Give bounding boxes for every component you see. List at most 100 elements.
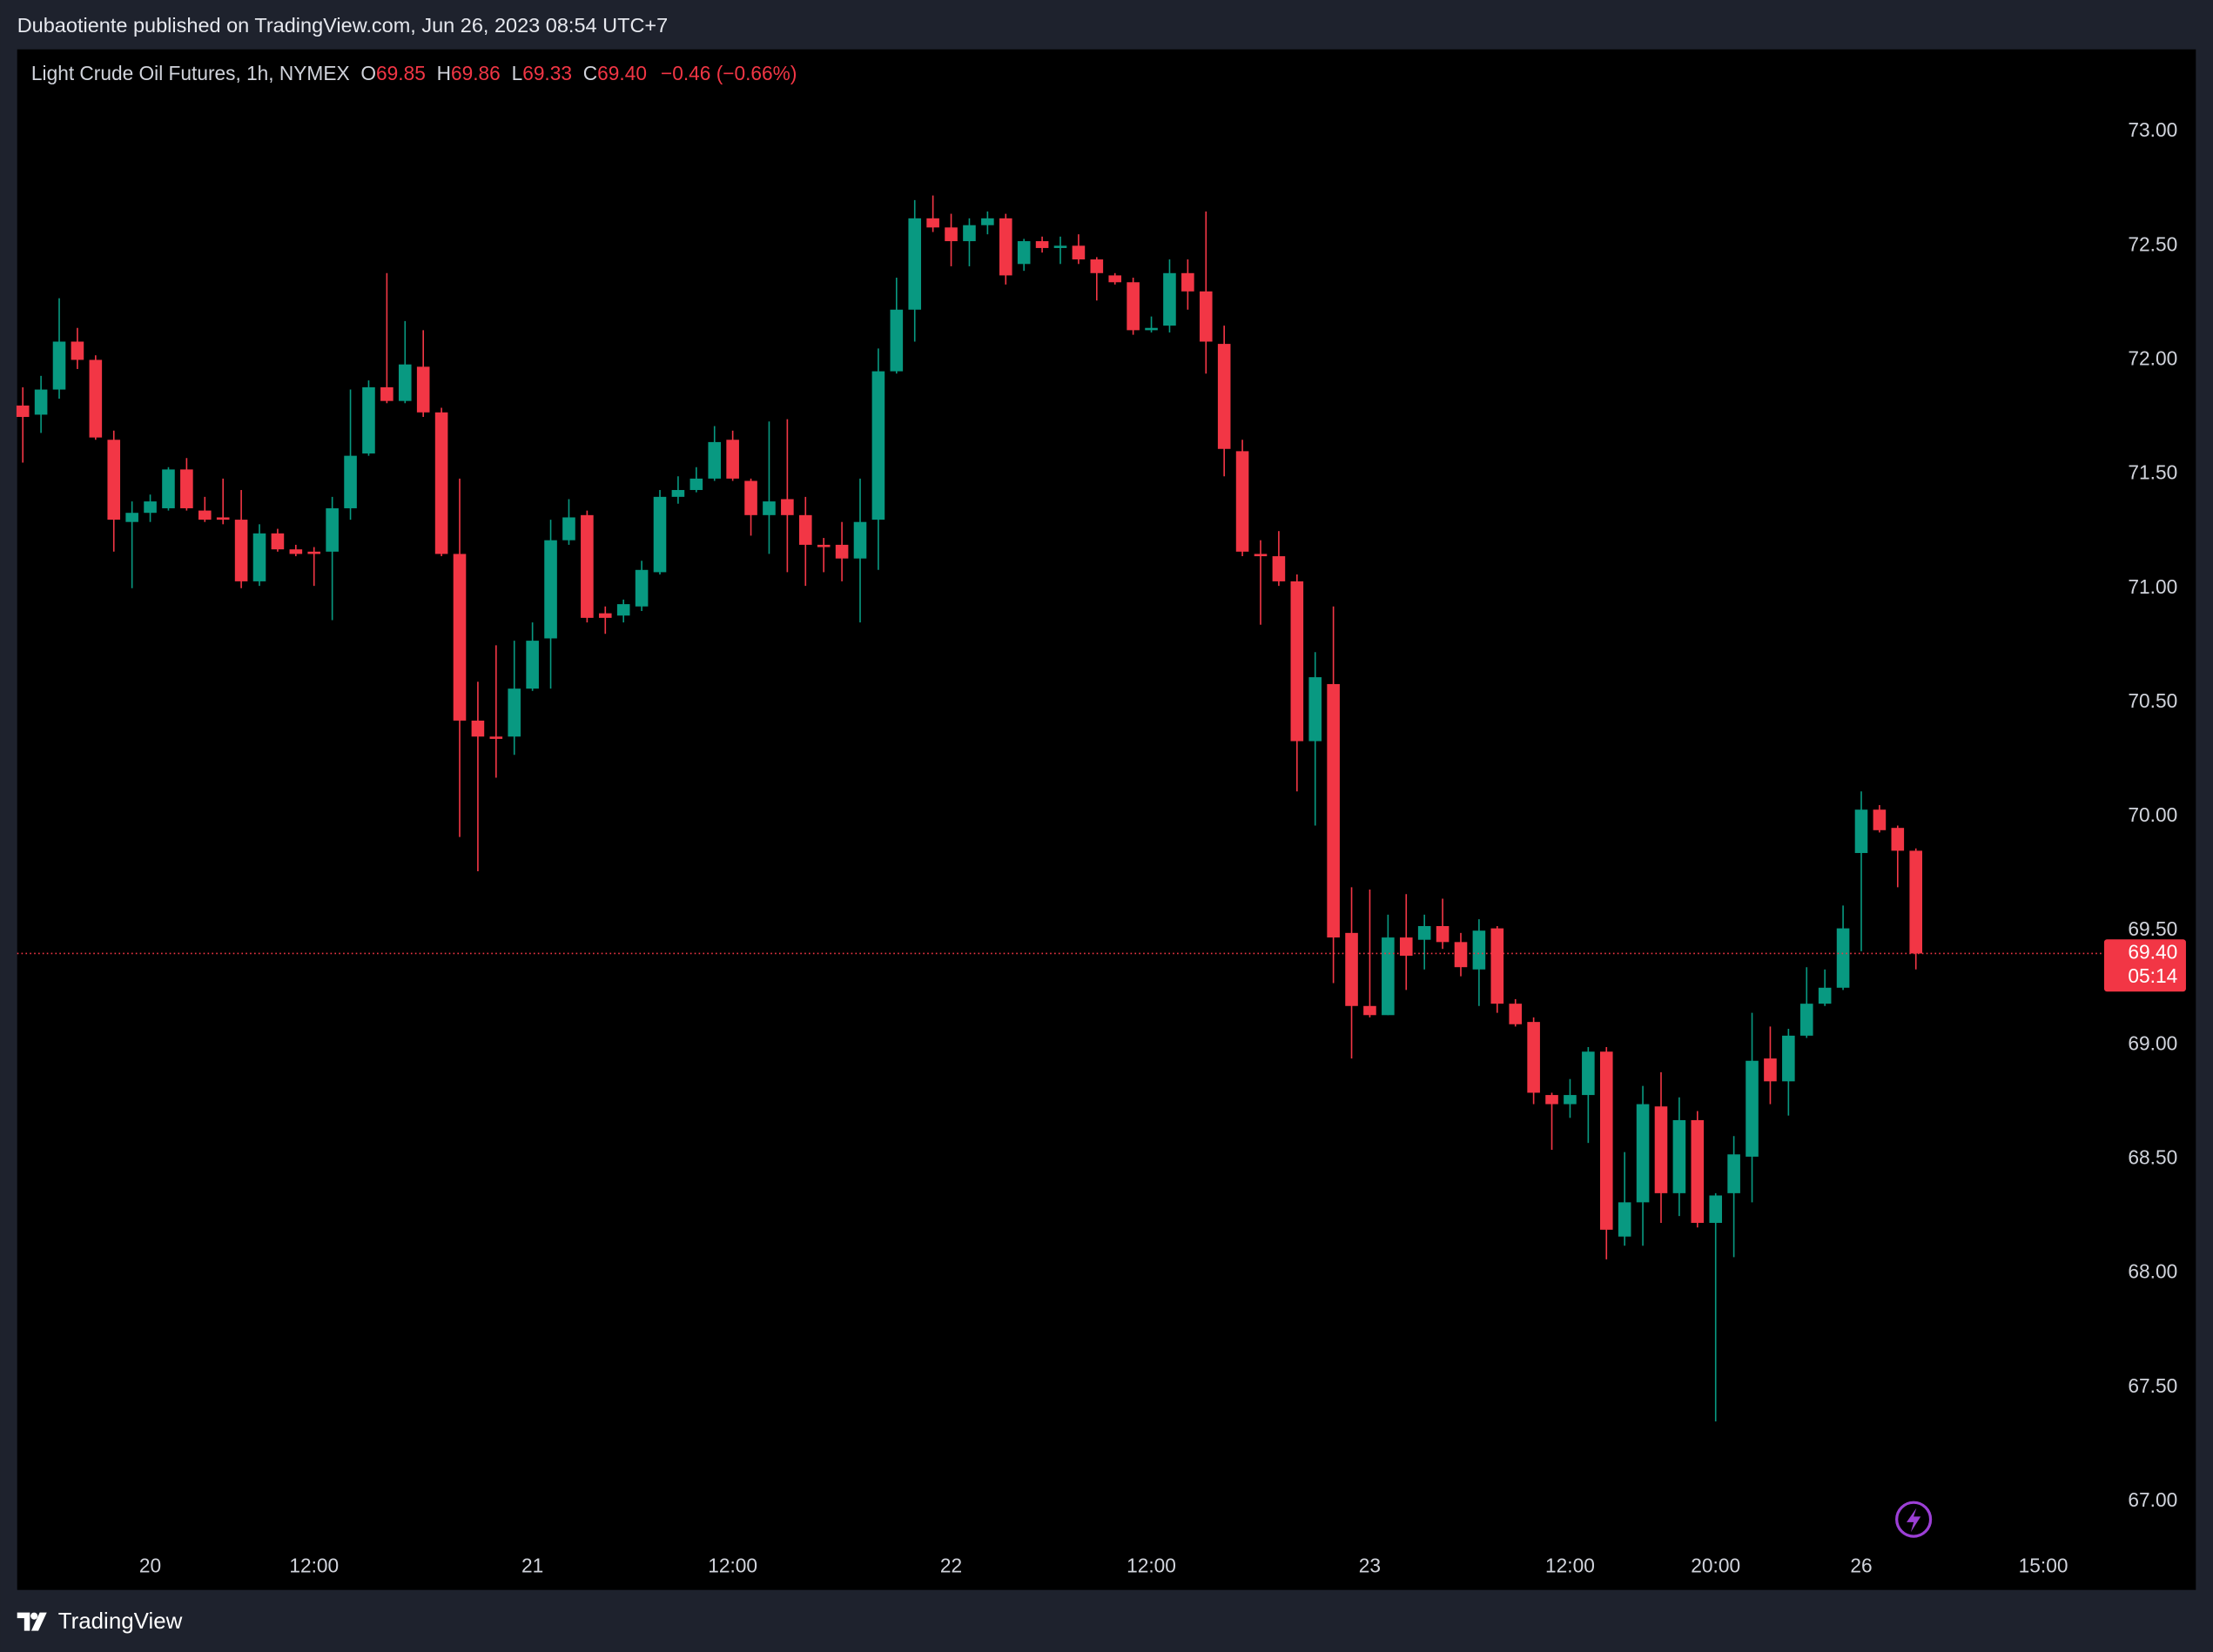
candle-body <box>945 227 958 242</box>
candle-body <box>1163 272 1176 326</box>
candle-body <box>1654 1106 1668 1193</box>
candle-body <box>671 489 685 497</box>
candle-body <box>1199 291 1213 342</box>
candle-body <box>1836 928 1850 988</box>
y-tick-label: 72.00 <box>2128 346 2177 369</box>
candle-body <box>1582 1051 1595 1096</box>
candle-body <box>1854 809 1868 854</box>
candle-body <box>526 641 539 689</box>
brand-logo[interactable]: TradingView <box>17 1609 183 1634</box>
candle-body <box>216 517 230 520</box>
x-tick-label: 21 <box>521 1555 543 1577</box>
candle-body <box>198 510 212 520</box>
candle-body <box>107 440 121 520</box>
logo-dot[interactable] <box>30 1612 38 1620</box>
legend-change: −0.46 (−0.66%) <box>661 62 797 84</box>
candle-body <box>1799 1004 1813 1036</box>
candle-body <box>1235 451 1249 552</box>
candle-body <box>853 521 867 559</box>
x-tick-label: 20:00 <box>1691 1555 1740 1577</box>
legend-value: 69.86 <box>451 62 501 84</box>
candle-body <box>1909 850 1923 954</box>
candle-body <box>981 218 994 225</box>
candle-body <box>1891 828 1905 851</box>
y-tick-label: 71.00 <box>2128 575 2177 598</box>
candle-body <box>890 309 904 372</box>
last-price-label: 69.40 <box>2128 940 2177 963</box>
candle-body <box>1035 241 1049 248</box>
x-tick-label: 23 <box>1359 1555 1381 1577</box>
candle-body <box>1272 556 1286 581</box>
candle-body <box>34 389 48 415</box>
candle-body <box>835 544 849 559</box>
candle-body <box>398 364 412 401</box>
candle-body <box>1709 1195 1723 1223</box>
candle-body <box>1327 683 1340 938</box>
y-tick-label: 73.00 <box>2128 118 2177 141</box>
x-tick-label: 22 <box>940 1555 962 1577</box>
chart-pane <box>17 49 2196 1590</box>
candle-body <box>453 554 467 721</box>
icon-ring[interactable] <box>1895 1501 1933 1538</box>
y-tick-label: 70.50 <box>2128 689 2177 712</box>
candle-body <box>489 736 503 739</box>
candle-body <box>1181 272 1194 292</box>
candle-body <box>781 499 794 515</box>
candle-body <box>708 441 722 479</box>
x-tick-label: 26 <box>1850 1555 1872 1577</box>
candle-body <box>635 569 649 607</box>
x-tick-label: 12:00 <box>289 1555 339 1577</box>
candle-body <box>1818 987 1832 1004</box>
candle-body <box>1382 937 1395 1016</box>
candle-body <box>1472 930 1486 970</box>
candle-body <box>1618 1202 1631 1237</box>
candle-body <box>1108 275 1122 283</box>
candle-body <box>1436 925 1450 943</box>
candle-body <box>798 514 812 545</box>
candle-body <box>434 412 448 554</box>
candle-body <box>1399 937 1413 957</box>
candle-body <box>380 386 393 401</box>
candle-body <box>252 533 266 581</box>
candle-body <box>1691 1119 1705 1223</box>
candle-body <box>581 514 594 618</box>
bar-countdown: 05:14 <box>2128 964 2177 987</box>
x-tick-label: 12:00 <box>708 1555 757 1577</box>
candle-body <box>963 225 976 242</box>
candle-body <box>1454 942 1468 968</box>
brand-name[interactable]: TradingView <box>58 1609 183 1634</box>
candle-body <box>52 341 66 390</box>
candle-body <box>1599 1051 1613 1230</box>
y-tick-label: 72.50 <box>2128 232 2177 255</box>
y-tick-label: 71.50 <box>2128 461 2177 484</box>
x-tick-label: 20 <box>139 1555 161 1577</box>
candle-body <box>508 688 521 737</box>
candle-body <box>616 604 630 616</box>
candle-body <box>1746 1060 1759 1157</box>
y-tick-label: 69.50 <box>2128 917 2177 940</box>
candle-body <box>1527 1022 1540 1093</box>
legend-value: 69.40 <box>597 62 647 84</box>
candle-body <box>271 533 285 550</box>
legend-key: O <box>360 62 376 84</box>
logo-mark[interactable] <box>17 1612 30 1631</box>
y-tick-label: 68.50 <box>2128 1146 2177 1169</box>
candle-body <box>726 440 739 479</box>
logo-mark[interactable] <box>30 1612 47 1631</box>
candle-body <box>544 540 557 639</box>
candle-body <box>180 469 193 508</box>
candle-body <box>16 405 30 418</box>
candle-body <box>817 544 831 547</box>
lightning-icon[interactable] <box>1895 1501 1933 1538</box>
icon-bolt[interactable] <box>1907 1508 1921 1533</box>
symbol-legend: Light Crude Oil Futures, 1h, NYMEX O69.8… <box>31 62 797 84</box>
candle-body <box>562 517 575 541</box>
candle-body <box>362 386 375 454</box>
candle-body <box>471 720 485 737</box>
candle-body <box>598 613 612 618</box>
candle-body <box>1345 932 1358 1006</box>
candle-body <box>744 480 757 515</box>
candle-body <box>344 455 357 508</box>
candle-body <box>689 478 703 490</box>
